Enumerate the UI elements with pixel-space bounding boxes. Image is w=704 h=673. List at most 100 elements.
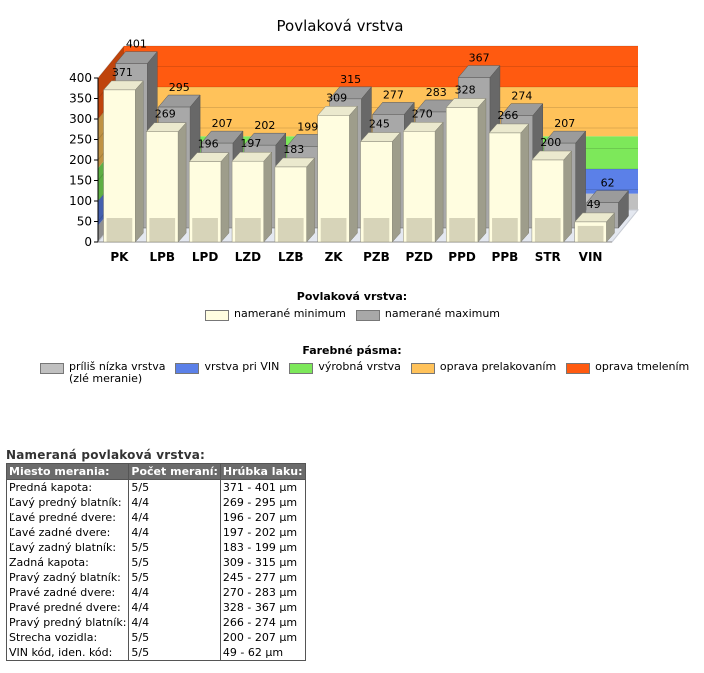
cell-count: 5/5 [128, 645, 221, 661]
data-label-max: 202 [254, 119, 275, 132]
legend-item-band: príliš nízka vrstva (zlé meranie) [40, 361, 165, 385]
x-tick-label: LPB [149, 250, 175, 264]
data-label-min: 371 [112, 66, 133, 79]
legend-label-line: namerané maximum [384, 307, 501, 320]
data-label-min: 245 [369, 118, 390, 131]
data-label-max: 367 [469, 52, 490, 65]
legend-item-series: namerané maximum [355, 307, 501, 321]
y-tick-label: 400 [69, 71, 92, 85]
legend-label: výrobná vrstva [318, 361, 401, 373]
bar-min-side [434, 121, 444, 243]
bar-min [231, 160, 265, 243]
bar-chart: Povlaková vrstva 0 50 100 150 200 250 300 350 400… [69, 17, 640, 264]
cell-location: Strecha vozidla: [5, 630, 130, 645]
bar-min [274, 166, 307, 243]
legend-label: príliš nízka vrstva (zlé meranie) [69, 361, 165, 385]
data-label-min: 266 [497, 109, 518, 122]
bar-min [403, 131, 436, 243]
cell-thickness: 197 - 202 µm [219, 525, 306, 540]
data-label-min: 328 [455, 84, 476, 97]
chart-title: Povlaková vrstva [277, 17, 404, 35]
data-label-min: 200 [540, 136, 561, 149]
legend-label: oprava prelakovaním [440, 361, 556, 373]
cell-location: Ľavý predný blatník: [5, 495, 130, 510]
cell-thickness: 328 - 367 µm [219, 600, 306, 615]
cell-thickness: 183 - 199 µm [219, 540, 306, 555]
data-label-max: 401 [126, 38, 147, 51]
legend-series-title: Povlaková vrstva: [296, 290, 408, 303]
bar-min-shade [449, 218, 475, 242]
y-tick-label: 250 [69, 133, 92, 147]
bar-min-side [477, 97, 487, 243]
cell-count: 4/4 [128, 525, 221, 540]
bar-min-shade [235, 218, 261, 242]
data-label-min: 270 [412, 107, 433, 120]
bar-min [445, 107, 479, 243]
legend-swatch [205, 310, 229, 321]
cell-location: Predná kapota: [5, 479, 130, 495]
cell-count: 4/4 [128, 585, 221, 600]
header-location: Miesto merania: [5, 463, 130, 480]
x-tick-label: LZB [278, 250, 304, 264]
data-label-min: 49 [587, 198, 601, 211]
legend-swatch [410, 363, 435, 374]
legend-item-band: oprava tmelením [566, 361, 689, 374]
gridline [97, 45, 125, 79]
bar-min-shade [192, 218, 218, 242]
bar-min-side [520, 123, 530, 243]
data-label-max: 274 [511, 90, 532, 103]
legend-swatch [355, 310, 380, 321]
legend-label: namerané minimum [234, 308, 346, 320]
cell-thickness: 371 - 401 µm [219, 479, 306, 495]
x-tick-label: PPB [492, 250, 519, 264]
data-label-max: 199 [297, 120, 318, 133]
bar-min [146, 131, 179, 243]
table-row: VIN kód, iden. kód: 5/5 49 - 62 µm [5, 645, 306, 661]
cell-count: 4/4 [128, 600, 221, 615]
cell-location: Pravý zadný blatník: [5, 570, 130, 585]
bar-min [360, 141, 393, 243]
legend-label-line: príliš nízka vrstva [69, 360, 166, 373]
legend-label-line: výrobná vrstva [318, 360, 401, 373]
cell-count: 4/4 [128, 495, 221, 510]
table-header-row: Miesto merania: Počet meraní: Hrúbka lak… [5, 463, 306, 480]
cell-thickness: 266 - 274 µm [219, 615, 306, 630]
cell-count: 5/5 [128, 540, 221, 555]
y-tick-label: 50 [77, 215, 92, 229]
cell-location: Ľavý zadný blatník: [5, 540, 130, 555]
header-thickness: Hrúbka laku: [219, 463, 306, 480]
data-label-min: 269 [155, 108, 176, 121]
table-row: Predná kapota: 5/5 371 - 401 µm [5, 479, 306, 495]
data-label-max: 283 [426, 86, 447, 99]
x-tick-label: PK [110, 250, 129, 264]
legend-swatch [175, 363, 200, 374]
table-row: Pravý zadný blatník: 5/5 245 - 277 µm [5, 570, 306, 585]
bar-min-side [563, 150, 572, 243]
table-row: Zadná kapota: 5/5 309 - 315 µm [5, 555, 306, 570]
data-label-min: 309 [326, 91, 347, 104]
bar-min-shade [406, 218, 433, 242]
cell-location: VIN kód, iden. kód: [5, 645, 130, 661]
cell-location: Zadná kapota: [5, 555, 130, 570]
y-tick-label: 150 [69, 174, 92, 188]
table-row: Strecha vozidla: 5/5 200 - 207 µm [5, 630, 306, 645]
bar-min-side [220, 151, 230, 243]
bar-min-side [177, 122, 187, 243]
x-tick-label: LPD [192, 250, 218, 264]
cell-count: 4/4 [128, 510, 221, 525]
y-tick-label: 200 [69, 153, 92, 167]
legend-label: vrstva pri VIN [204, 361, 279, 373]
cell-count: 5/5 [128, 570, 221, 585]
legend-series: namerané minimum namerané maximum [205, 308, 510, 321]
cell-location: Ľavé predné dvere: [5, 510, 130, 525]
data-label-min: 197 [240, 137, 261, 150]
data-label-min: 196 [198, 138, 219, 151]
legend-swatch [566, 363, 591, 374]
y-tick-label: 0 [84, 235, 92, 249]
legend-item-band: oprava prelakovaním [410, 361, 556, 374]
cell-thickness: 245 - 277 µm [219, 570, 306, 585]
x-tick-label: VIN [579, 250, 603, 264]
table-row: Ľavé predné dvere: 4/4 196 - 207 µm [5, 510, 306, 525]
bar-min-shade [534, 218, 561, 242]
legend-label-line: oprava prelakovaním [439, 360, 557, 373]
